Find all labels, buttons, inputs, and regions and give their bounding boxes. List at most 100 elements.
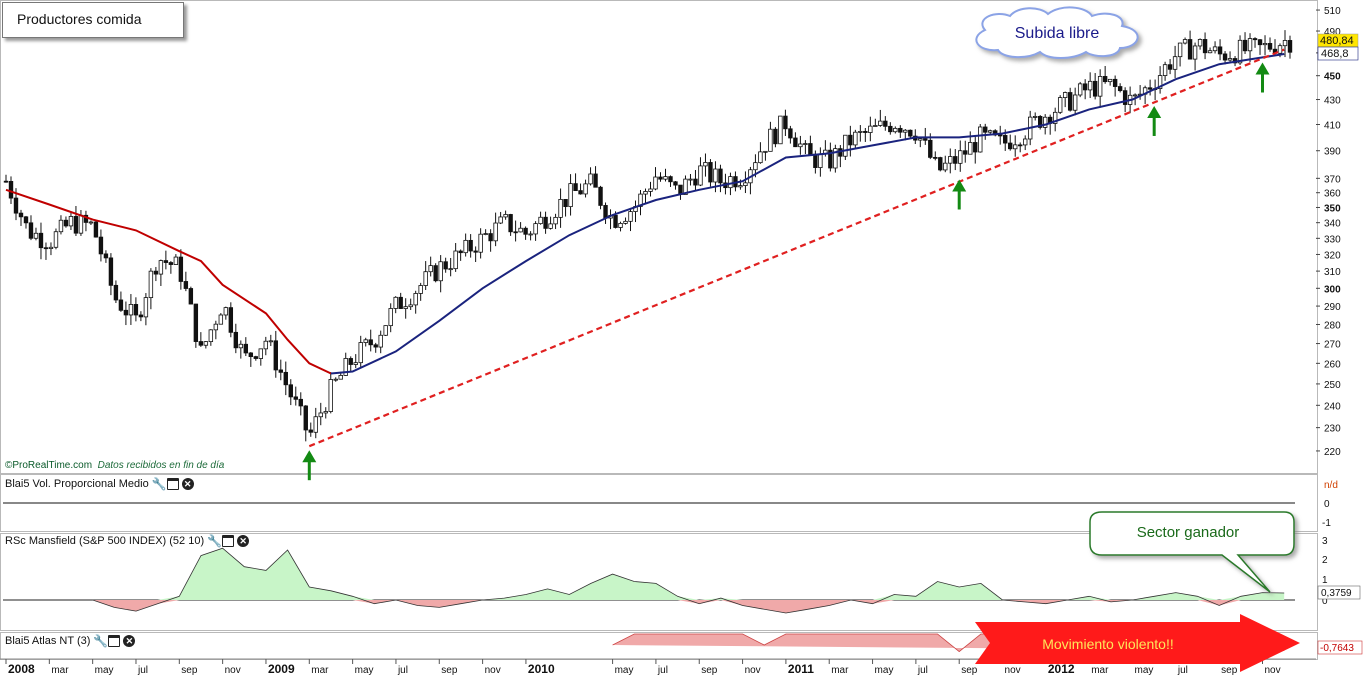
window-icon[interactable] [222, 535, 235, 547]
wrench-icon[interactable]: 🔧 [207, 534, 223, 548]
candle-body [283, 371, 288, 386]
volume-scale-neg1: -1 [1322, 518, 1331, 529]
close-icon[interactable]: ✕ [181, 478, 194, 490]
candle-body [623, 220, 628, 224]
candle-body [273, 340, 278, 371]
candle-body [863, 130, 868, 133]
candle-body [148, 270, 154, 299]
candle-body [758, 151, 763, 164]
candle-body [443, 261, 448, 270]
candle-body [368, 339, 373, 346]
wrench-icon[interactable]: 🔧 [151, 477, 167, 491]
candle-body [293, 396, 298, 400]
rs-scale-0: 0 [1322, 596, 1328, 607]
candle-body [248, 352, 254, 358]
time-tick-label: mar [831, 665, 849, 676]
chart-title-box: Productores comida [2, 2, 184, 38]
moving-average-blue [330, 53, 1285, 375]
time-tick-label: jul [137, 665, 148, 676]
candle-body [403, 306, 408, 309]
callout-text: Sector ganador [1137, 524, 1240, 541]
candle-body [1287, 40, 1293, 53]
candle-body [503, 214, 508, 218]
candle-body [203, 341, 209, 346]
candle-body [243, 343, 249, 354]
candle-body [668, 176, 673, 183]
candle-body [348, 358, 353, 365]
time-tick-label: may [1135, 665, 1154, 676]
rs-scale-3: 3 [1322, 536, 1328, 547]
candle-body [948, 156, 953, 164]
time-tick-label: mar [311, 665, 329, 676]
candle-body [1062, 92, 1068, 98]
support-arrows [302, 62, 1270, 481]
candle-body [423, 271, 428, 286]
candle-body [78, 214, 84, 234]
candle-body [38, 232, 44, 249]
candle-body [398, 296, 403, 309]
candle-body [3, 180, 9, 183]
candle-body [1242, 39, 1248, 52]
candle-body [963, 150, 968, 155]
candle-body [98, 236, 104, 255]
candle-body [578, 190, 583, 195]
candle-body [1182, 39, 1188, 44]
candle-body [153, 270, 159, 275]
time-tick-label: 2011 [788, 662, 814, 676]
candle-body [413, 293, 418, 306]
close-icon[interactable]: ✕ [123, 635, 136, 647]
price-tick-label: 390 [1324, 147, 1341, 158]
candle-body [233, 331, 239, 349]
candle-body [1008, 142, 1013, 150]
candle-body [618, 223, 623, 228]
candle-body [538, 216, 543, 225]
candle-body [198, 341, 204, 346]
candle-body [563, 198, 568, 208]
price-tick-label: 430 [1324, 96, 1341, 107]
candle-body [638, 193, 643, 207]
price-tick-label: 270 [1324, 340, 1341, 351]
window-icon[interactable] [166, 478, 179, 490]
data-credit: ©ProRealTime.com Datos recibidos en fin … [5, 460, 224, 471]
candle-body [358, 342, 363, 364]
candle-body [583, 183, 588, 195]
candle-body [478, 233, 483, 253]
atlas-label: Blai5 Atlas NT (3) [5, 635, 91, 647]
time-tick-label: jul [1177, 665, 1188, 676]
price-tick-label: 230 [1324, 424, 1341, 435]
candle-body [978, 126, 983, 153]
volume-scale-nd: n/d [1324, 480, 1338, 491]
candle-body [1112, 78, 1118, 87]
time-tick-label: may [355, 665, 374, 676]
candle-body [298, 398, 303, 407]
volume-label-bar: Blai5 Vol. Proporcional Medio 🔧 ✕ [5, 478, 194, 490]
candle-body [738, 185, 743, 188]
candle-body [1227, 58, 1233, 61]
candle-body [518, 227, 523, 233]
candle-body [1237, 39, 1243, 64]
price-tick-label: 250 [1324, 380, 1341, 391]
time-tick-label: nov [1005, 665, 1021, 676]
copyright-icon: © [5, 460, 13, 471]
candle-body [1097, 76, 1103, 97]
rs-last-value: 0,3759 [1321, 588, 1352, 599]
sector-callout: Sector ganador [1089, 511, 1295, 593]
price-tick-label: 360 [1324, 189, 1341, 200]
candle-body [188, 288, 194, 305]
candle-body [238, 343, 244, 349]
candle-body [998, 134, 1003, 137]
candle-body [783, 115, 788, 130]
wrench-icon[interactable]: 🔧 [93, 634, 109, 648]
rs-scale-2: 2 [1322, 555, 1328, 566]
trendline [308, 48, 1285, 448]
support-arrow-head [1255, 62, 1270, 75]
candle-body [288, 384, 293, 398]
window-icon[interactable] [108, 635, 121, 647]
candle-body [318, 412, 323, 418]
candle-body [643, 191, 648, 195]
candle-body [833, 148, 838, 169]
candle-body [1013, 144, 1018, 150]
candle-body [938, 157, 943, 171]
close-icon[interactable]: ✕ [237, 535, 250, 547]
candle-body [1087, 80, 1093, 91]
